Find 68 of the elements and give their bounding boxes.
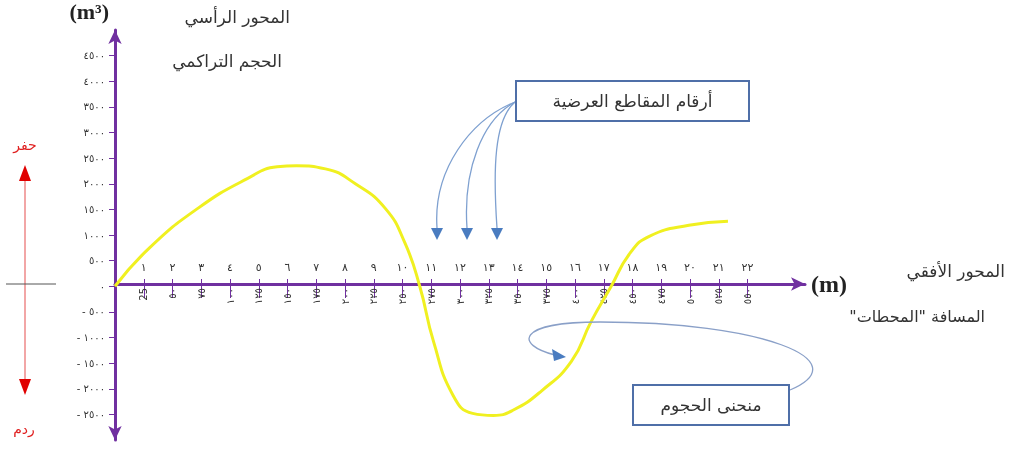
x2-tick-label: ١٩ <box>655 261 668 274</box>
x2-tick-label: ١٥ <box>540 261 553 274</box>
x-tick-label: ٣٥٠ <box>512 288 523 305</box>
x2-tick-label: ٧ <box>313 261 320 274</box>
x-tick-label: 25 <box>138 288 150 301</box>
x2-tick-label: ٩ <box>370 261 377 274</box>
x2-tick-label: ٥ <box>255 261 262 274</box>
x2-tick-label: ٨ <box>342 261 349 274</box>
x2-tick-label: ٣ <box>198 261 205 274</box>
x-tick-label: ٤٥٠ <box>627 288 638 305</box>
x-tick-label: ٣٢٥ <box>483 288 495 305</box>
y-tick-label: - ٢٠٠٠ <box>76 383 105 395</box>
y-tick-label: ٠ <box>99 280 105 292</box>
x-tick-label: ١٢٥ <box>253 288 265 305</box>
x-tick-label: ١٠٠ <box>224 288 236 305</box>
annotation: أرقام المقاطع العرضية <box>515 80 750 122</box>
x-tick-label: ٢٧٥ <box>425 288 437 305</box>
y-tick-label: ١٥٠٠ <box>83 203 105 215</box>
x-tick-label: ٢٠٠ <box>339 288 351 305</box>
text: المحور الرأسي <box>184 7 290 27</box>
y-tick-label: ٣٠٠٠ <box>83 127 105 138</box>
x2-tick-label: ١٢ <box>454 261 466 274</box>
x2-tick-label: ١٦ <box>569 261 581 274</box>
x-tick-label: ٤٠٠ <box>569 288 581 305</box>
x2-tick-label: ١ <box>140 261 147 274</box>
y-tick-label: ٤٥٠٠ <box>83 50 105 62</box>
x2-tick-label: ١٧ <box>597 261 610 274</box>
x2-tick-label: ٤ <box>227 261 234 274</box>
x2-tick-label: ١١ <box>425 261 438 274</box>
y-tick-label: ٢٠٠٠ <box>83 178 105 190</box>
annotation: منحنى الحجوم <box>632 384 790 426</box>
x2-tick-label: ٢٠ <box>684 261 696 274</box>
x-tick-label: ٧٥ <box>195 288 207 299</box>
y-tick-label: ٢٥٠٠ <box>83 152 105 164</box>
x2-tick-label: ٦ <box>284 261 291 274</box>
text: ردم <box>12 420 36 439</box>
y-tick-label: - ٢٥٠٠ <box>76 408 105 420</box>
x2-tick-label: ١٨ <box>626 261 639 274</box>
x-tick-label: ٥٠٠ <box>684 288 696 305</box>
annotation: الحجم التراكمي <box>172 51 282 71</box>
x-tick-label: ٢٥٠ <box>397 288 408 305</box>
y-tick-label: ٣٥٠٠ <box>83 101 105 113</box>
y-tick-label: ٥٠٠ <box>88 255 105 267</box>
y-tick-label: - ٥٠٠ <box>82 306 105 318</box>
y-tick-label: - ١٥٠٠ <box>76 357 105 369</box>
x-axis-title: (m) <box>811 271 847 297</box>
y-tick-label: ١٠٠٠ <box>83 229 105 241</box>
x-tick-label: ٣٠٠ <box>454 288 466 305</box>
x-tick-label: ١٧٥ <box>310 288 322 305</box>
x-tick-label: ٣٧٥ <box>540 288 552 305</box>
x-tick-label: ٤٧٥ <box>655 288 667 305</box>
x-tick-label: ٢٢٥ <box>368 288 380 305</box>
text: المسافة "المحطات" <box>848 306 985 328</box>
x-tick-label: ٥٥٠ <box>742 288 753 305</box>
x2-tick-label: ١٤ <box>511 261 524 274</box>
x2-tick-label: ٢١ <box>712 261 725 274</box>
x2-tick-label: ٢ <box>169 261 176 274</box>
y-tick-label: - ١٠٠٠ <box>76 332 105 343</box>
x2-tick-label: ١٣ <box>482 261 495 274</box>
text: حفر <box>11 136 38 156</box>
x-tick-label: ٥٠ <box>167 288 178 299</box>
x-tick-label: ٥٢٥ <box>713 288 725 305</box>
text: المحور الأفقي <box>906 261 1005 281</box>
y-tick-label: ٤٠٠٠ <box>83 75 105 87</box>
x2-tick-label: ٢٢ <box>741 261 754 274</box>
x-tick-label: ١٥٠ <box>282 288 293 305</box>
y-axis-title: (m³) <box>69 0 109 24</box>
x2-tick-label: ١٠ <box>396 261 409 274</box>
